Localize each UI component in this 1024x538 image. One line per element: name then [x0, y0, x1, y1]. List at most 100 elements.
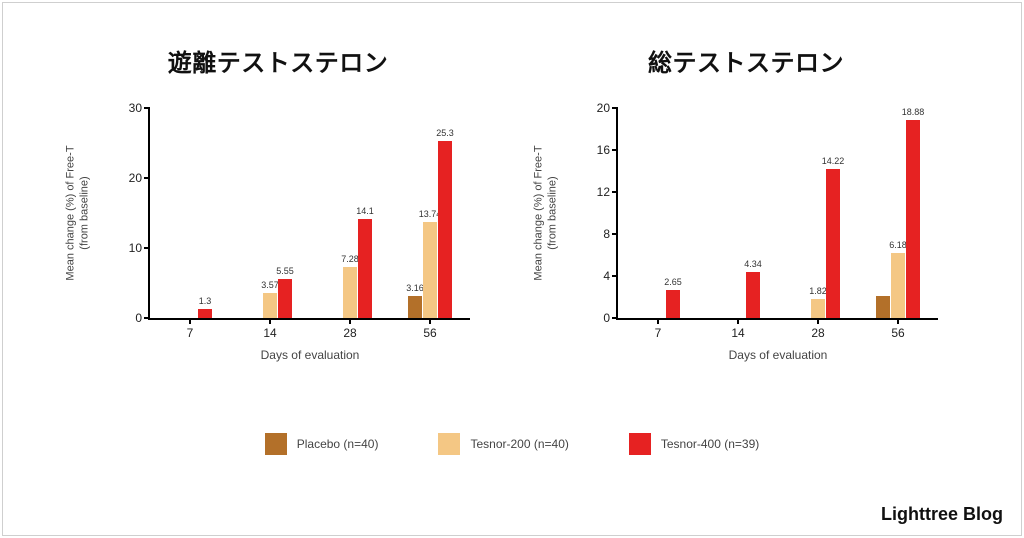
y-tick-label: 10	[129, 241, 142, 255]
x-tick-label: 28	[343, 326, 356, 340]
bars-group: 6.1818.88	[876, 120, 920, 318]
bar-placebo	[876, 296, 890, 318]
y-tick	[612, 107, 618, 109]
legend-swatch	[438, 433, 460, 455]
bar-tesnor400: 2.65	[666, 290, 680, 318]
x-tick-label: 14	[731, 326, 744, 340]
bar-tesnor400: 25.3	[438, 141, 452, 318]
chart-frame: 遊離テストステロン Mean change (%) of Free-T (fro…	[2, 2, 1022, 536]
x-tick	[897, 318, 899, 324]
y-axis-label: Mean change (%) of Free-T (from baseline…	[532, 145, 560, 280]
y-axis-label: Mean change (%) of Free-T (from baseline…	[64, 145, 92, 280]
bars-group: 4.34	[716, 272, 760, 318]
x-axis-label: Days of evaluation	[261, 348, 360, 362]
charts-row: 遊離テストステロン Mean change (%) of Free-T (fro…	[63, 43, 961, 403]
legend-swatch	[629, 433, 651, 455]
bars-group: 7.2814.1	[328, 219, 372, 318]
y-tick-label: 12	[597, 185, 610, 199]
y-tick	[144, 107, 150, 109]
bar-value-label: 6.18	[889, 240, 907, 250]
y-tick	[144, 177, 150, 179]
y-tick-label: 20	[597, 101, 610, 115]
x-tick-label: 56	[891, 326, 904, 340]
x-tick	[189, 318, 191, 324]
bar-value-label: 2.65	[664, 277, 682, 287]
x-tick	[657, 318, 659, 324]
bar-value-label: 1.3	[199, 296, 212, 306]
bar-value-label: 14.1	[356, 206, 374, 216]
chart-title: 遊離テストステロン	[168, 43, 389, 78]
x-tick-label: 7	[655, 326, 662, 340]
y-tick-label: 16	[597, 143, 610, 157]
chart-free-t: 遊離テストステロン Mean change (%) of Free-T (fro…	[63, 43, 493, 403]
bar-tesnor400: 4.34	[746, 272, 760, 318]
bar-value-label: 4.34	[744, 259, 762, 269]
y-tick	[612, 149, 618, 151]
bar-tesnor200: 6.18	[891, 253, 905, 318]
plot-wrap: Mean change (%) of Free-T (from baseline…	[78, 98, 478, 358]
bar-tesnor200: 1.82	[811, 299, 825, 318]
bar-value-label: 1.82	[809, 286, 827, 296]
bar-tesnor200: 7.28	[343, 267, 357, 318]
x-tick-label: 28	[811, 326, 824, 340]
y-tick	[144, 317, 150, 319]
legend-item-tesnor200: Tesnor-200 (n=40)	[438, 433, 568, 455]
legend-label: Tesnor-400 (n=39)	[661, 437, 759, 451]
bars-group: 3.575.55	[248, 279, 292, 318]
bar-tesnor400: 18.88	[906, 120, 920, 318]
bar-tesnor400: 5.55	[278, 279, 292, 318]
y-tick	[612, 317, 618, 319]
y-tick-label: 30	[129, 101, 142, 115]
bar-tesnor200: 3.57	[263, 293, 277, 318]
bar-value-label: 5.55	[276, 266, 294, 276]
x-axis-label: Days of evaluation	[729, 348, 828, 362]
bar-placebo: 3.16	[408, 296, 422, 318]
bar-value-label: 7.28	[341, 254, 359, 264]
x-tick	[349, 318, 351, 324]
y-tick	[612, 275, 618, 277]
bar-value-label: 3.57	[261, 280, 279, 290]
bars-group: 1.8214.22	[796, 169, 840, 318]
y-axis-label-line1: Mean change (%) of Free-T	[532, 145, 544, 280]
bar-value-label: 18.88	[902, 107, 925, 117]
legend-label: Tesnor-200 (n=40)	[470, 437, 568, 451]
y-axis-label-line1: Mean change (%) of Free-T	[64, 145, 76, 280]
bar-tesnor200: 13.74	[423, 222, 437, 318]
y-tick-label: 20	[129, 171, 142, 185]
y-tick-label: 0	[135, 311, 142, 325]
bar-tesnor400: 14.1	[358, 219, 372, 318]
legend-item-placebo: Placebo (n=40)	[265, 433, 379, 455]
bar-tesnor400: 1.3	[198, 309, 212, 318]
x-tick-label: 14	[263, 326, 276, 340]
bar-tesnor400: 14.22	[826, 169, 840, 318]
y-tick-label: 4	[603, 269, 610, 283]
x-tick-label: 7	[187, 326, 194, 340]
bars-group: 3.1613.7425.3	[408, 141, 452, 318]
plot-wrap: Mean change (%) of Free-T (from baseline…	[546, 98, 946, 358]
plot-area: 010203071.3143.575.55287.2814.1563.1613.…	[148, 108, 470, 320]
y-tick	[612, 233, 618, 235]
attribution-text: Lighttree Blog	[881, 504, 1003, 525]
x-tick	[817, 318, 819, 324]
y-tick	[144, 247, 150, 249]
bar-value-label: 25.3	[436, 128, 454, 138]
bars-group: 1.3	[168, 309, 212, 318]
x-tick	[269, 318, 271, 324]
y-axis-label-line2: (from baseline)	[78, 176, 90, 249]
legend-swatch	[265, 433, 287, 455]
bars-group: 2.65	[636, 290, 680, 318]
bar-value-label: 14.22	[822, 156, 845, 166]
plot-area: 04812162072.65144.34281.8214.22566.1818.…	[616, 108, 938, 320]
y-axis-label-line2: (from baseline)	[546, 176, 558, 249]
legend-label: Placebo (n=40)	[297, 437, 379, 451]
y-tick	[612, 191, 618, 193]
y-tick-label: 8	[603, 227, 610, 241]
bar-value-label: 3.16	[406, 283, 424, 293]
chart-total-t: 総テストステロン Mean change (%) of Free-T (from…	[531, 43, 961, 403]
chart-title: 総テストステロン	[648, 43, 844, 78]
x-tick-label: 56	[423, 326, 436, 340]
y-tick-label: 0	[603, 311, 610, 325]
legend: Placebo (n=40) Tesnor-200 (n=40) Tesnor-40…	[3, 433, 1021, 455]
x-tick	[429, 318, 431, 324]
legend-item-tesnor400: Tesnor-400 (n=39)	[629, 433, 759, 455]
